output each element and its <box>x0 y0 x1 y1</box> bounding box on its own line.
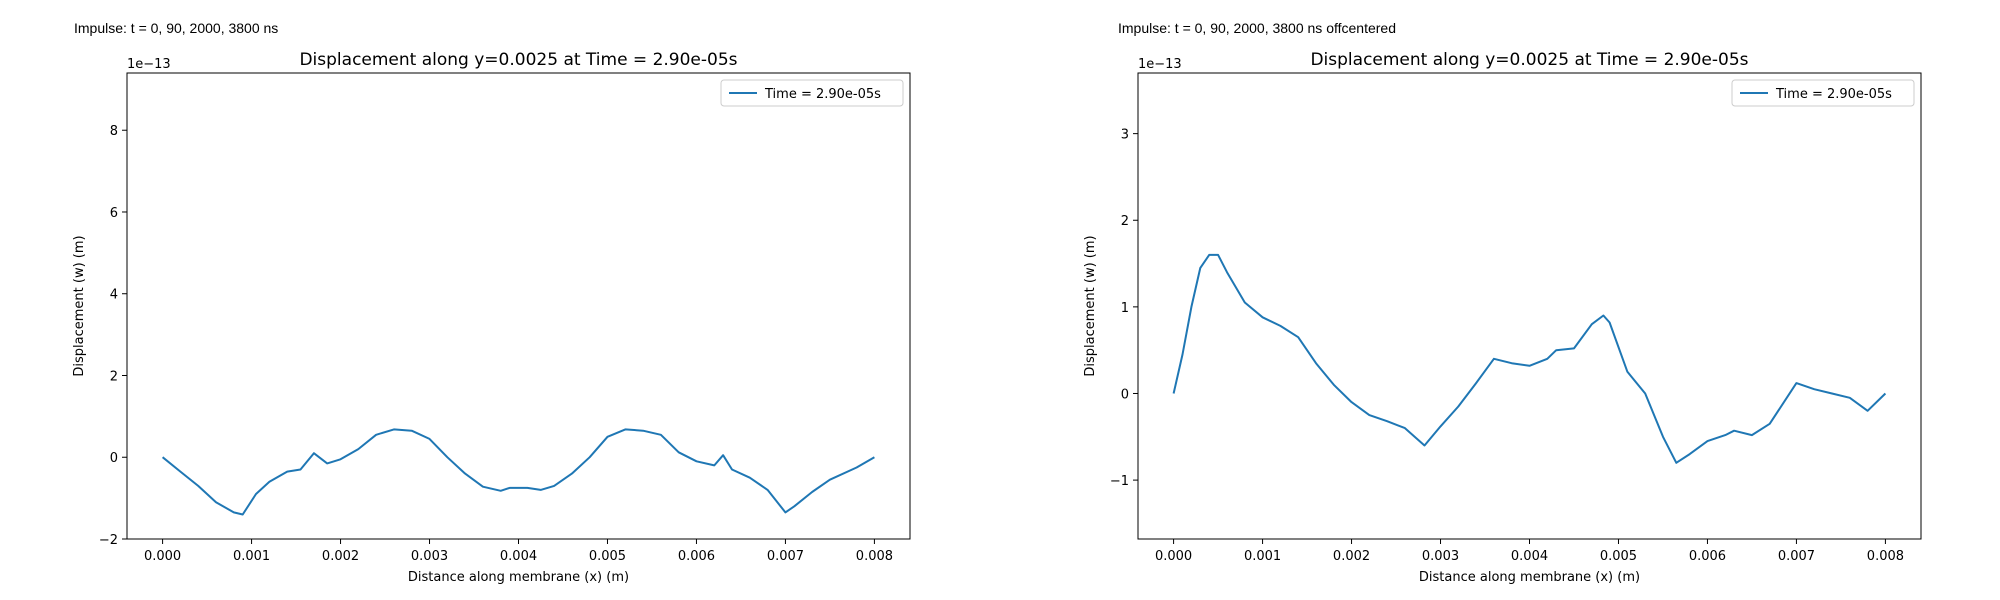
legend: Time = 2.90e-05s <box>720 79 904 107</box>
y-tick-label: −1 <box>1110 474 1129 489</box>
x-tick-label: 0.001 <box>1244 549 1281 564</box>
y-tick-label: 0 <box>110 451 118 466</box>
y-tick-label: 1 <box>1121 301 1129 316</box>
y-axis-label: Displacement (w) (m) <box>72 235 87 376</box>
x-tick-label: 0.004 <box>1511 549 1548 564</box>
x-tick-label: 0.003 <box>1422 549 1459 564</box>
legend: Time = 2.90e-05s <box>1731 79 1915 107</box>
x-tick-label: 0.006 <box>678 549 715 564</box>
y-tick-label: 3 <box>1121 128 1129 143</box>
x-axis-label: Distance along membrane (x) (m) <box>408 570 629 585</box>
chart-1: Displacement along y=0.0025 at Time = 2.… <box>72 50 911 585</box>
chart-2: Displacement along y=0.0025 at Time = 2.… <box>1083 50 1922 585</box>
y-offset-label: 1e−13 <box>1138 57 1182 72</box>
legend-label: Time = 2.90e-05s <box>1775 87 1892 102</box>
x-tick-label: 0.008 <box>1867 549 1904 564</box>
chart-title: Displacement along y=0.0025 at Time = 2.… <box>299 50 737 70</box>
y-offset-label: 1e−13 <box>127 57 171 72</box>
x-tick-label: 0.008 <box>856 549 893 564</box>
right-panel-caption: Impulse: t = 0, 90, 2000, 3800 ns offcen… <box>1118 20 1396 36</box>
x-tick-label: 0.007 <box>767 549 804 564</box>
y-tick-label: −2 <box>99 533 118 548</box>
y-axis-label: Displacement (w) (m) <box>1083 235 1098 376</box>
x-tick-label: 0.003 <box>411 549 448 564</box>
y-tick-label: 8 <box>110 124 118 139</box>
x-tick-label: 0.000 <box>1155 549 1192 564</box>
y-tick-label: 2 <box>110 369 118 384</box>
x-tick-label: 0.000 <box>144 549 181 564</box>
x-tick-label: 0.005 <box>1600 549 1637 564</box>
left-panel-caption: Impulse: t = 0, 90, 2000, 3800 ns <box>74 20 279 36</box>
x-tick-label: 0.005 <box>589 549 626 564</box>
series-line <box>161 428 875 516</box>
legend-box <box>720 79 904 107</box>
y-tick-label: 2 <box>1121 214 1129 229</box>
x-tick-label: 0.002 <box>1333 549 1370 564</box>
y-tick-label: 0 <box>1121 387 1129 402</box>
axes-frame <box>126 72 911 540</box>
x-tick-label: 0.002 <box>322 549 359 564</box>
legend-box <box>1731 79 1915 107</box>
series-line <box>1172 253 1887 464</box>
x-tick-label: 0.001 <box>233 549 270 564</box>
y-tick-label: 6 <box>110 206 118 221</box>
legend-label: Time = 2.90e-05s <box>764 87 881 102</box>
axes-frame <box>1137 72 1922 540</box>
x-tick-label: 0.004 <box>500 549 537 564</box>
x-axis-label: Distance along membrane (x) (m) <box>1419 570 1640 585</box>
x-tick-label: 0.007 <box>1778 549 1815 564</box>
chart-title: Displacement along y=0.0025 at Time = 2.… <box>1310 50 1748 70</box>
y-tick-label: 4 <box>110 288 118 303</box>
x-tick-label: 0.006 <box>1689 549 1726 564</box>
